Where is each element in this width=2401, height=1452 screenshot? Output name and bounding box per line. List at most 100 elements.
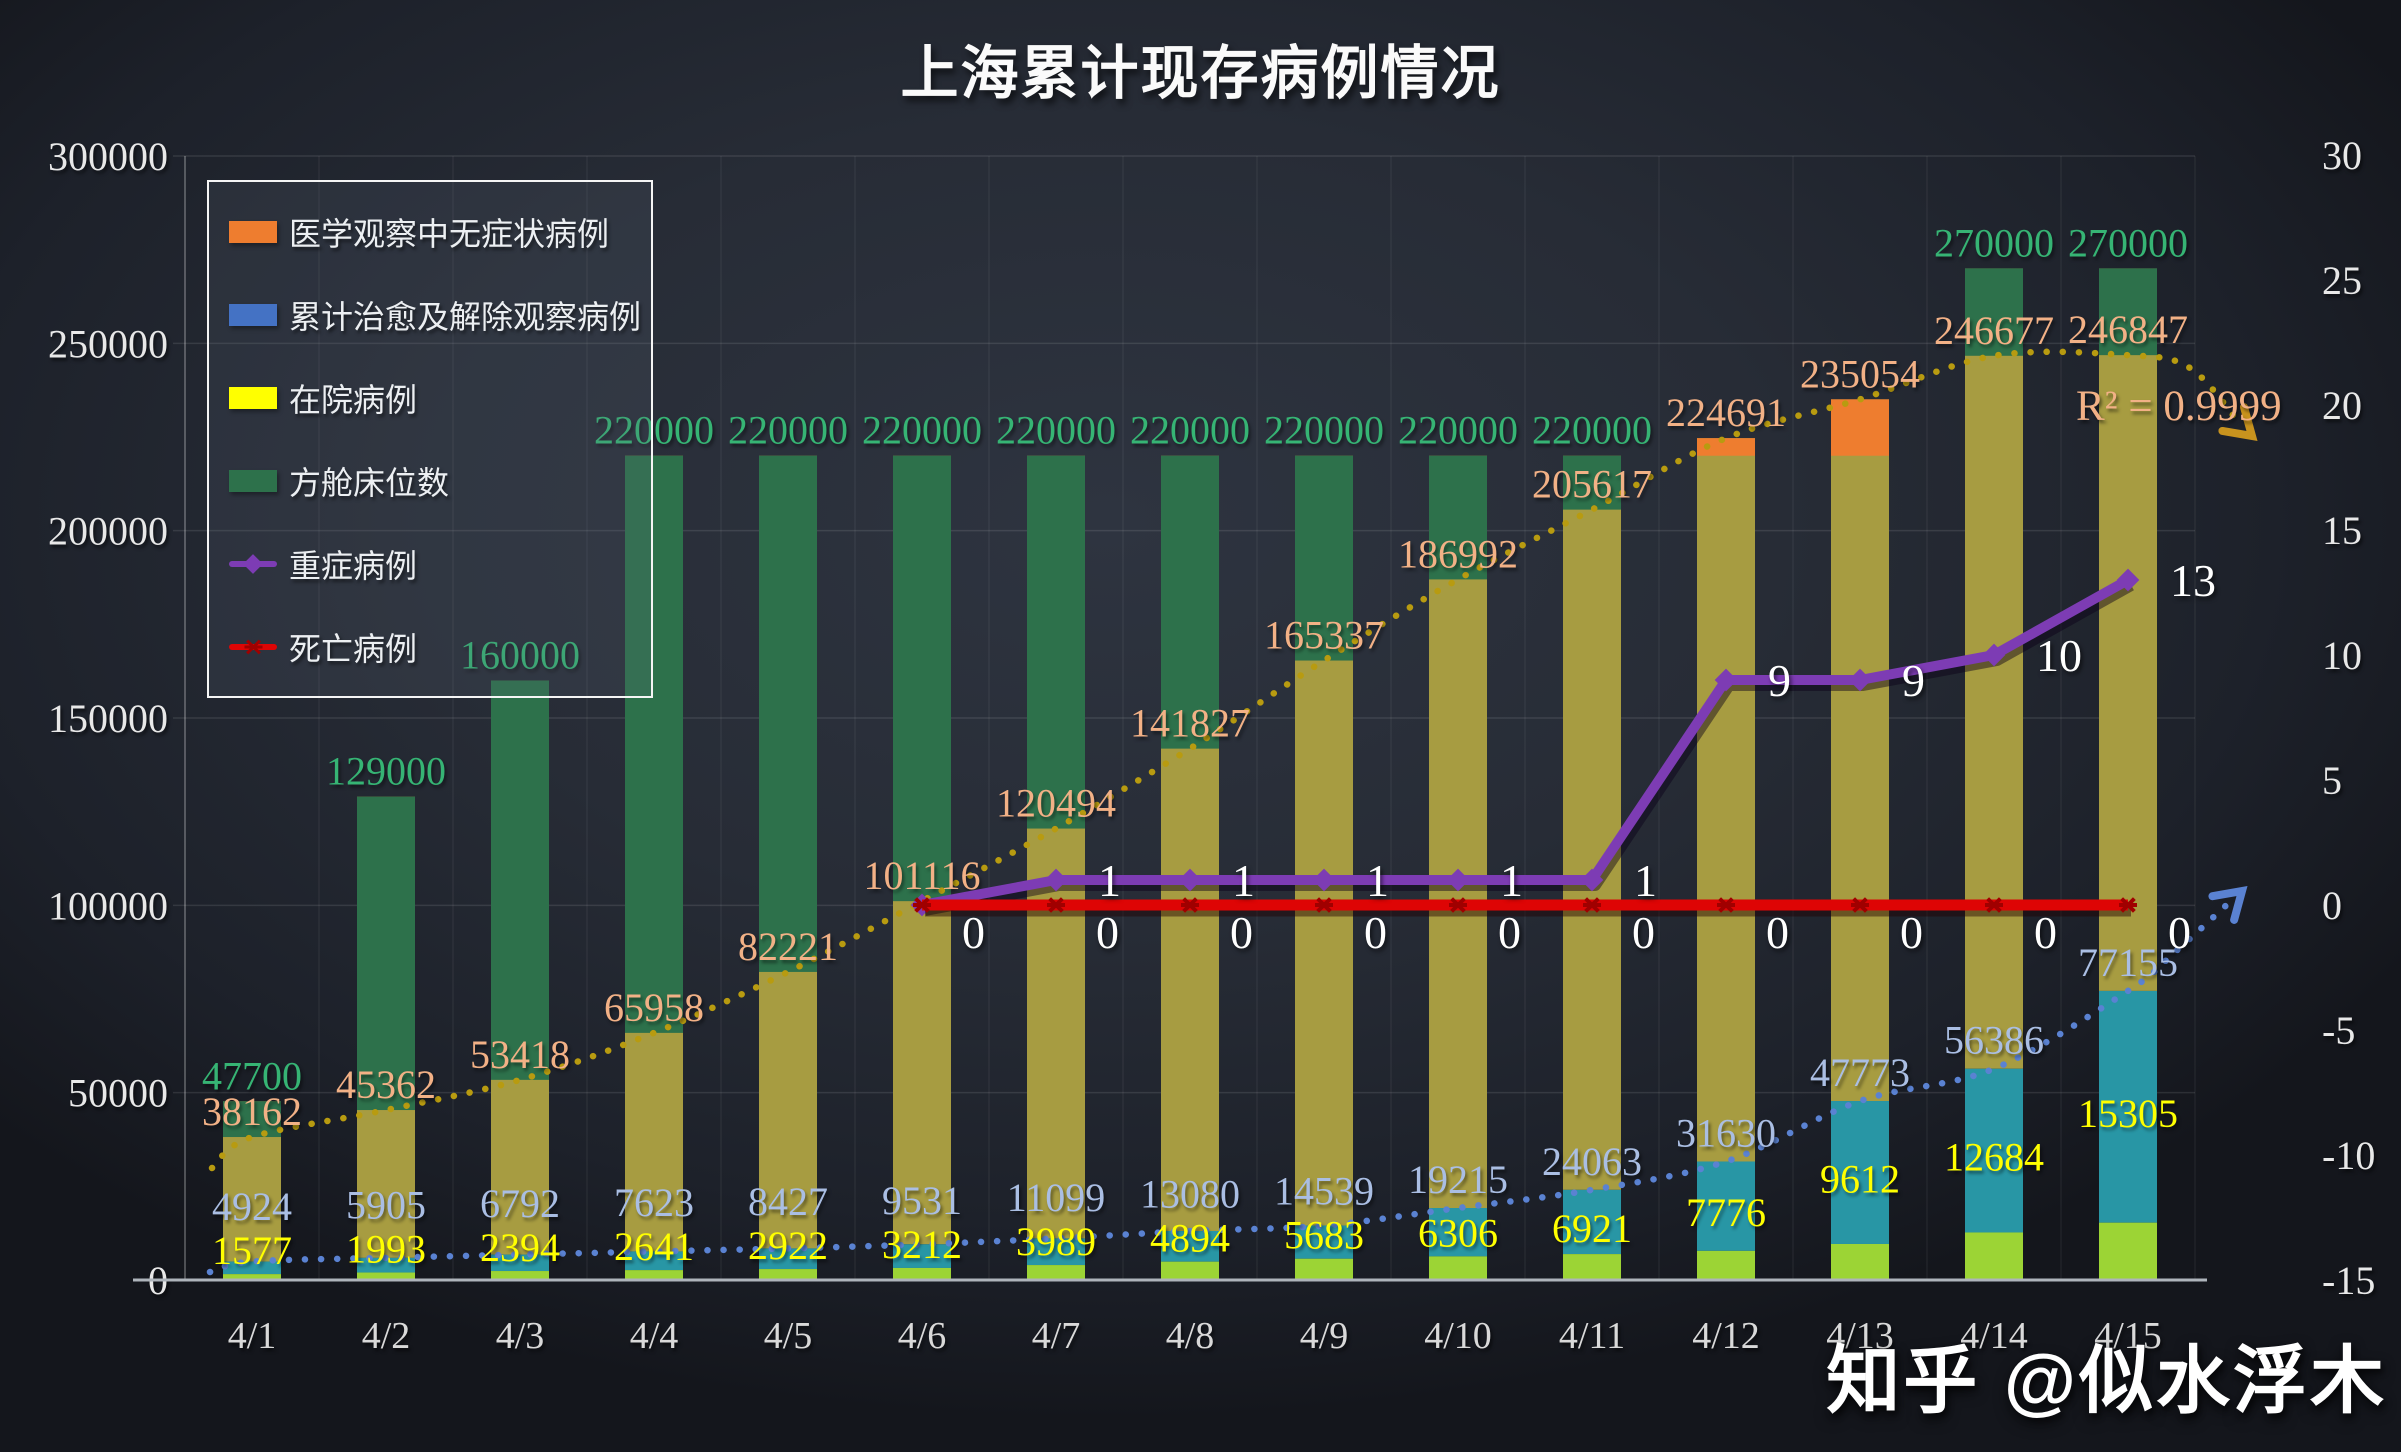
bar-value-labels-text: 7623 [614, 1180, 694, 1225]
legend-item-0: 医学观察中无症状病例 [229, 212, 651, 252]
bar-olive-overlap-4/10 [1429, 455, 1487, 1209]
severe-diamond-marker-icon [1580, 868, 1604, 892]
bar-value-labels-text: 45362 [336, 1062, 436, 1107]
bar-cured-overlap-4/9 [1295, 1225, 1353, 1259]
bar-asymptomatic-top-4/12 [1697, 438, 1755, 456]
bar-hospitalized-overlap-4/14 [1965, 1232, 2023, 1280]
bar-olive-overlap-4/14 [1965, 268, 2023, 1069]
x-axis-labels-text: 4/9 [1300, 1315, 1349, 1357]
bar-value-labels-text: 220000 [728, 408, 848, 453]
x-axis-labels-text: 4/1 [228, 1315, 277, 1357]
legend-label: 累计治愈及解除观察病例 [289, 298, 642, 335]
bar-value-labels-text: 24063 [1542, 1139, 1642, 1184]
severe-line [910, 568, 2140, 917]
bar-value-labels-text: 38162 [202, 1089, 302, 1134]
legend-item-3: 方舱床位数 [229, 461, 651, 501]
line-value-labels-text: 9 [1902, 655, 1925, 706]
line-value-labels-text: 0 [2034, 907, 2057, 958]
bar-cured-overlap-4/14 [1965, 1068, 2023, 1233]
bar-value-labels-text: 160000 [460, 633, 580, 678]
bar-hospitalized-overlap-4/6 [893, 1267, 951, 1280]
right-axis-labels-text: 5 [2322, 758, 2342, 803]
bar-value-labels-text: 53418 [470, 1032, 570, 1077]
bar-cured-overlap-4/7 [1027, 1238, 1085, 1266]
bar-cured-overlap-4/2 [357, 1257, 415, 1273]
bar-cured-overlap-4/11 [1563, 1189, 1621, 1255]
right-axis-labels-text: 30 [2322, 133, 2362, 178]
x-axis-labels-text: 4/2 [362, 1315, 411, 1357]
bar-fangcang-top-4/6 [893, 455, 951, 902]
legend-item-2: 在院病例 [229, 378, 651, 418]
bar-cured-overlap-4/4 [625, 1251, 683, 1271]
bar-cured-overlap-4/13 [1831, 1101, 1889, 1244]
bar-hospitalized-overlap-4/7 [1027, 1265, 1085, 1280]
right-axis-labels: -15 -10 -5 0 5 10 15 20 25 30 [2322, 133, 2375, 1303]
bar-value-labels-text: 2922 [748, 1223, 828, 1268]
legend-swatch-icon [229, 469, 277, 492]
legend-box: 医学观察中无症状病例 累计治愈及解除观察病例 在院病例 方舱床位数 重症病例 死亡病例 [207, 180, 653, 698]
left-axis-labels-text: 300000 [48, 134, 168, 179]
x-axis-labels-text: 4/14 [1960, 1315, 2028, 1357]
x-axis-labels-text: 4/12 [1692, 1315, 1760, 1357]
line-value-labels-text: 0 [1498, 907, 1521, 958]
legend-item-5: 死亡病例 [229, 627, 651, 667]
bar-value-labels-text: 65958 [604, 985, 704, 1030]
right-axis-labels-text: -15 [2322, 1258, 2375, 1303]
bar-value-labels-text: 11099 [1007, 1175, 1106, 1220]
left-axis-labels-text: 250000 [48, 321, 168, 366]
x-axis-labels-text: 4/11 [1559, 1315, 1625, 1357]
bar-value-labels-text: 246847 [2068, 307, 2188, 352]
right-axis-labels-text: 15 [2322, 508, 2362, 553]
line-value-labels-text: 0 [1900, 907, 1923, 958]
bar-value-labels-text: 9531 [882, 1178, 962, 1223]
bar-value-labels-text: 235054 [1800, 351, 1920, 396]
bar-value-labels-text: 5905 [346, 1183, 426, 1228]
bar-hospitalized-overlap-4/2 [357, 1272, 415, 1280]
bar-value-labels-text: 56386 [1944, 1018, 2044, 1063]
death-x-marker-icon [2119, 903, 2137, 907]
bar-cured-overlap-4/12 [1697, 1161, 1755, 1251]
trend-arrow-icon [2218, 403, 2258, 442]
bar-value-labels-text: 47700 [202, 1053, 302, 1098]
bars [223, 268, 2157, 1280]
bar-value-labels-text: 120494 [996, 781, 1116, 826]
bar-value-labels-text: 4894 [1150, 1216, 1230, 1261]
bar-fangcang-top-4/4 [625, 455, 683, 1033]
line-value-labels-text: 0 [1230, 907, 1253, 958]
bar-hospitalized-overlap-4/1 [223, 1274, 281, 1280]
bar-olive-overlap-4/11 [1563, 455, 1621, 1190]
bar-value-labels-text: 224691 [1666, 390, 1786, 435]
x-axis-labels-text: 4/8 [1166, 1315, 1215, 1357]
legend-label: 医学观察中无症状病例 [289, 215, 610, 252]
severe-diamond-marker-icon [1714, 668, 1738, 692]
x-axis-labels-text: 4/3 [496, 1315, 545, 1357]
line-value-labels-text: 0 [1632, 907, 1655, 958]
line-value-labels-text: 13 [2170, 555, 2216, 606]
bar-value-labels-text: 270000 [1934, 220, 2054, 265]
line-value-labels-text: 0 [1766, 907, 1789, 958]
bar-value-labels-text: 12684 [1944, 1135, 2044, 1180]
bar-fangcang-top-4/15 [2099, 268, 2157, 356]
death-x-marker-icon [913, 903, 931, 907]
right-axis-labels-text: 10 [2322, 633, 2362, 678]
chart-title: 上海累计现存病例情况 [900, 41, 1501, 106]
line-value-labels-text: 10 [2036, 630, 2082, 681]
bar-hospitalized-overlap-4/11 [1563, 1254, 1621, 1280]
line-value-labels-text: 0 [1096, 907, 1119, 958]
bar-value-labels-text: 220000 [996, 408, 1116, 453]
bar-value-labels-text: 186992 [1398, 531, 1518, 576]
watermark: 知乎 @似水浮木 [1826, 1339, 2387, 1422]
bar-value-labels-text: 1577 [212, 1228, 292, 1273]
bar-value-labels-text: 165337 [1264, 613, 1384, 658]
x-axis-labels-text: 4/15 [2094, 1315, 2162, 1357]
bar-fangcang-top-4/5 [759, 455, 817, 972]
death-x-marker-icon [1985, 903, 2003, 907]
x-axis-labels-text: 4/10 [1424, 1315, 1492, 1357]
line-value-labels-text: 0 [2168, 907, 2191, 958]
death-x-marker-icon [1583, 903, 1601, 907]
death-x-marker-icon [1315, 903, 1333, 907]
bar-value-labels-text: 2641 [614, 1224, 694, 1269]
severe-diamond-marker-icon [1848, 668, 1872, 692]
bar-olive-overlap-4/13 [1831, 399, 1889, 1102]
